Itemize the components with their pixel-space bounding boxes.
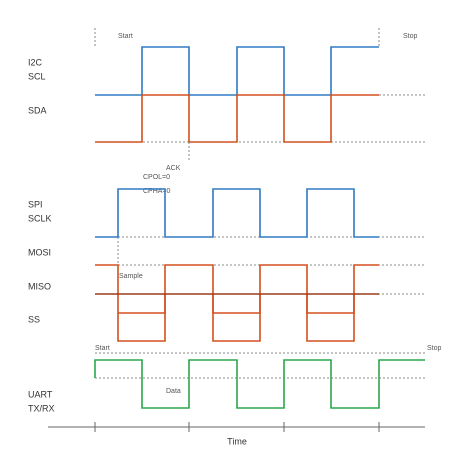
uart-label: UART: [28, 389, 53, 399]
ss-label: SS: [28, 314, 40, 324]
data-label: Data: [166, 388, 181, 395]
miso-label: MISO: [28, 281, 51, 291]
axis-ticks: [94, 422, 380, 432]
mosi-label: MOSI: [28, 247, 51, 257]
uart-wave: [94, 359, 425, 409]
start-label: Start: [118, 33, 133, 40]
sample-label: Sample: [119, 273, 143, 280]
i2c-label: I2C: [28, 57, 43, 67]
sclk-label: SCLK: [28, 213, 52, 223]
ack-label: ACK: [166, 165, 181, 172]
cpol-label: CPOL=0: [143, 174, 170, 181]
uart-start-label: Start: [95, 345, 110, 352]
ss-wave: [118, 294, 355, 314]
spi-label: SPI: [28, 199, 43, 209]
scl-wave: [95, 46, 379, 96]
sda-label: SDA: [28, 105, 47, 115]
sda-wave: [95, 94, 379, 143]
uart-stop-label: Stop: [427, 345, 442, 352]
axis-label: Time: [227, 436, 247, 446]
mosi-wave: [95, 264, 379, 342]
scl-label: SCL: [28, 71, 46, 81]
txrx-label: TX/RX: [28, 403, 55, 413]
stop-label: Stop: [403, 33, 418, 40]
sclk-wave: [95, 188, 379, 238]
cpha-label: CPHA=0: [143, 188, 171, 195]
